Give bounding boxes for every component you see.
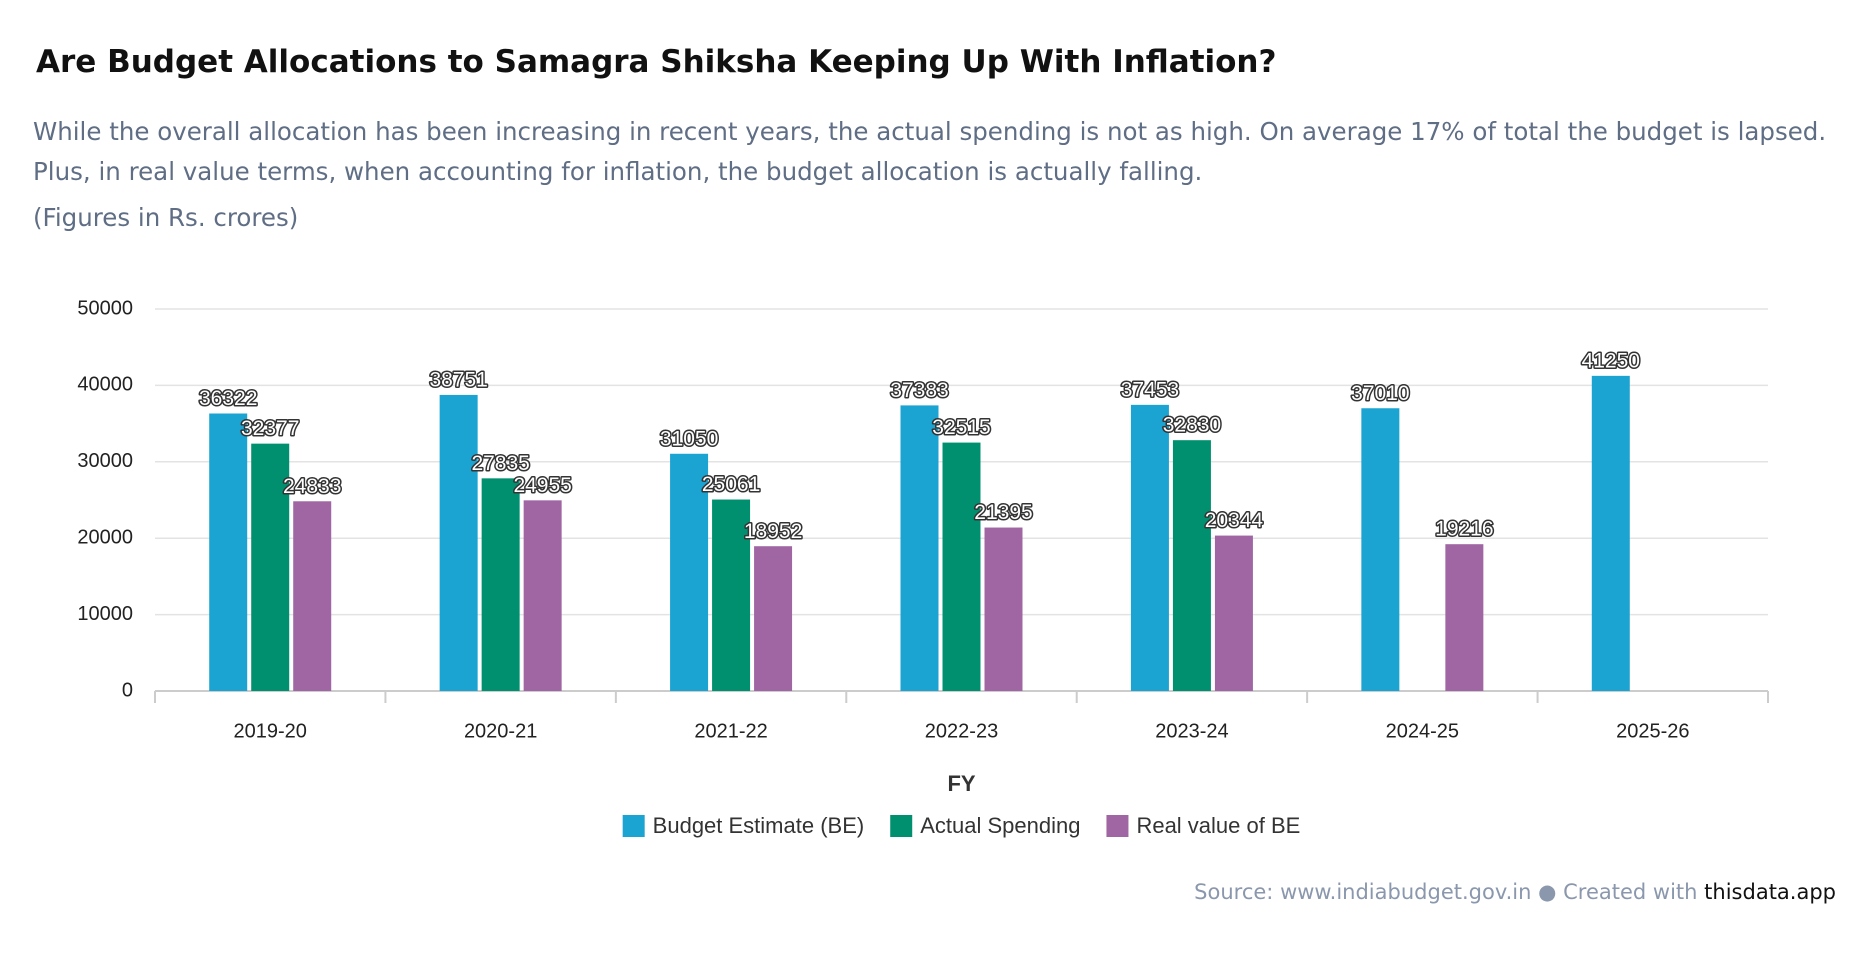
x-tick-label: 2023-24 [1155, 720, 1228, 742]
legend-label[interactable]: Actual Spending [920, 813, 1080, 838]
legend-label[interactable]: Budget Estimate (BE) [653, 813, 865, 838]
data-label: 31050 [660, 427, 718, 450]
data-label: 32515 [932, 416, 990, 439]
legend-swatch [622, 815, 645, 837]
bar [481, 478, 520, 691]
y-tick-label: 40000 [77, 374, 133, 396]
created-with: Created with [1563, 880, 1698, 904]
bar [984, 527, 1023, 691]
x-tick-label: 2024-25 [1386, 720, 1459, 742]
chart-subtitle: While the overall allocation has been in… [33, 117, 1827, 186]
legend-swatch [1106, 815, 1129, 837]
y-tick-label: 10000 [77, 603, 133, 625]
units-note: (Figures in Rs. crores) [33, 203, 299, 232]
bar [523, 500, 562, 691]
bar [1130, 404, 1169, 691]
source-label: Source: [1194, 880, 1274, 904]
bar [251, 443, 290, 691]
x-tick-label: 2019-20 [234, 720, 307, 742]
bar [1361, 408, 1400, 691]
data-label: 24955 [513, 474, 571, 497]
y-tick-label: 0 [122, 679, 133, 701]
footer: Source: www.indiabudget.gov.in ● Created… [1194, 880, 1836, 904]
data-label: 32377 [241, 417, 299, 440]
bar [1172, 440, 1211, 691]
bar [712, 499, 751, 691]
source-url[interactable]: www.indiabudget.gov.in [1280, 880, 1532, 904]
bar [439, 394, 478, 691]
data-label: 32830 [1163, 414, 1221, 437]
y-tick-label: 20000 [77, 526, 133, 548]
data-label: 38751 [429, 368, 487, 391]
y-tick-label: 50000 [77, 297, 133, 319]
brand-link[interactable]: thisdata.app [1704, 880, 1836, 904]
x-tick-label: 2022-23 [925, 720, 998, 742]
data-label: 27835 [471, 452, 529, 475]
legend-label[interactable]: Real value of BE [1136, 813, 1300, 838]
data-label: 37453 [1121, 378, 1179, 401]
chart-title: Are Budget Allocations to Samagra Shiksh… [36, 44, 1277, 80]
data-label: 36322 [199, 387, 257, 410]
bar [1445, 544, 1484, 691]
bar [754, 546, 793, 691]
bar [1591, 375, 1630, 691]
bar [293, 501, 332, 691]
y-tick-label: 30000 [77, 450, 133, 472]
data-label: 18952 [744, 520, 802, 543]
separator: ● [1538, 880, 1557, 904]
bar [900, 405, 939, 691]
data-label: 21395 [974, 501, 1032, 524]
data-label: 37010 [1351, 382, 1409, 405]
legend-swatch [890, 815, 913, 837]
bar [942, 442, 981, 691]
x-tick-label: 2021-22 [694, 720, 767, 742]
data-label: 37383 [890, 379, 948, 402]
x-tick-label: 2025-26 [1616, 720, 1689, 742]
x-axis-title: FY [947, 771, 975, 796]
bar [209, 413, 248, 691]
data-label: 20344 [1205, 509, 1264, 532]
data-label: 41250 [1582, 349, 1640, 372]
x-tick-label: 2020-21 [464, 720, 537, 742]
bar [670, 453, 709, 691]
data-label: 24833 [283, 475, 341, 498]
data-label: 19216 [1435, 518, 1493, 541]
data-label: 25061 [702, 473, 760, 496]
bar [1214, 535, 1253, 691]
